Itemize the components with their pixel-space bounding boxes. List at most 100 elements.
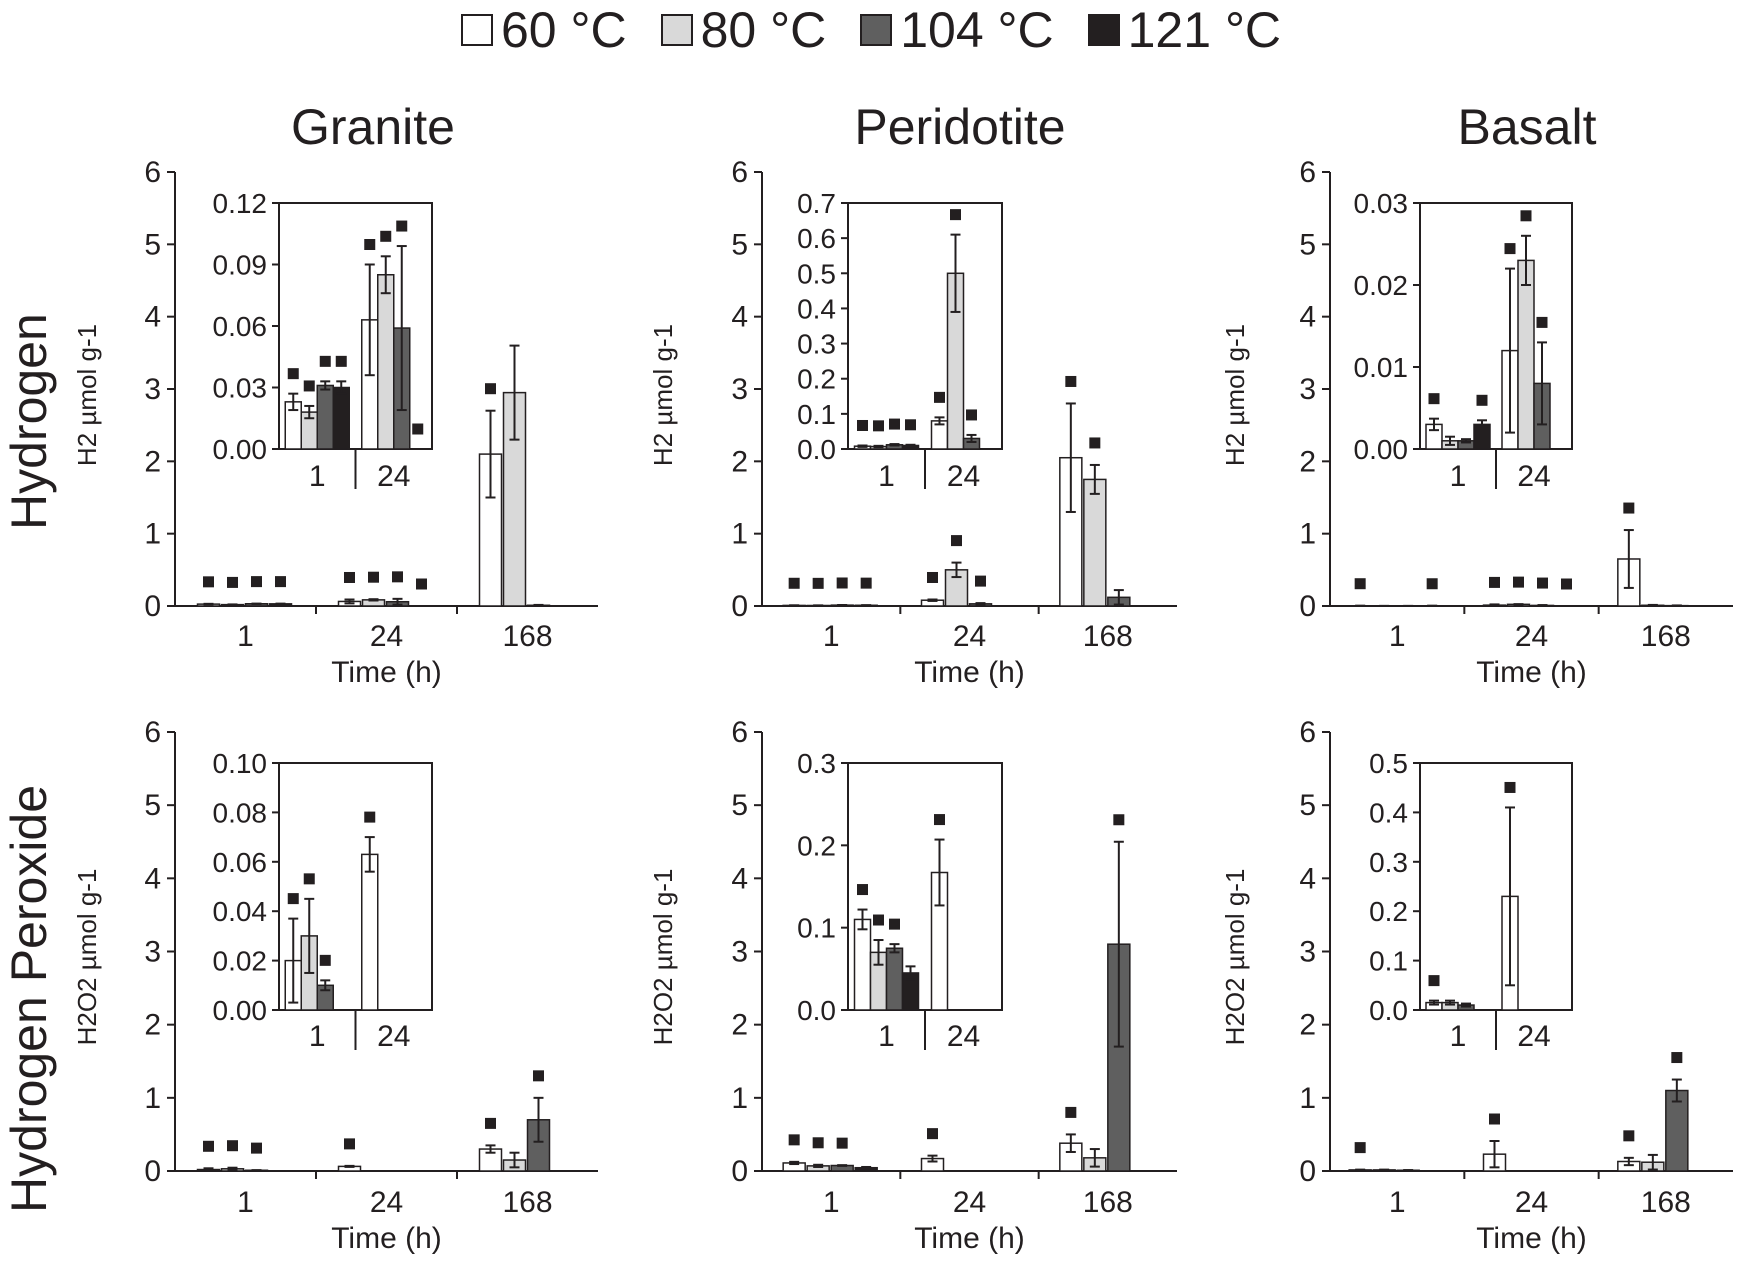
significance-marker-main-3-s0-c0 bbox=[203, 1140, 214, 1152]
significance-marker-main-0-s3-c1 bbox=[416, 578, 427, 590]
significance-marker-main-0-s0-c1 bbox=[344, 571, 355, 583]
inset-y-tick-label-1-0: 0.0 bbox=[797, 434, 836, 465]
bar-inset-0-s2-c0 bbox=[316, 384, 334, 450]
legend-label-60: 60 °C bbox=[500, 2, 627, 58]
x-tick-label-0-2: 168 bbox=[502, 620, 552, 653]
legend-swatch-80 bbox=[660, 14, 693, 46]
y-tick-label-1-6: 6 bbox=[731, 156, 748, 189]
x-axis-title-3: Time (h) bbox=[331, 1222, 442, 1255]
significance-marker-main-1-s2-c1 bbox=[975, 575, 986, 587]
significance-marker-main-0-s0-c2 bbox=[485, 383, 496, 395]
y-tick-label-1-0: 0 bbox=[731, 590, 748, 623]
significance-marker-main-2-s0-c0 bbox=[1354, 578, 1366, 590]
inset-x-tick-label-1-0: 1 bbox=[878, 460, 895, 493]
x-tick-label-1-2: 168 bbox=[1083, 620, 1133, 653]
y-axis-title-4: H2O2 µmol g-1 bbox=[648, 869, 678, 1046]
y-tick-label-1-3: 3 bbox=[731, 373, 748, 406]
inset-y-tick-label-4-3: 0.3 bbox=[797, 748, 836, 779]
inset-x-tick-label-2-1: 24 bbox=[1517, 460, 1550, 493]
significance-marker-main-3-s2-c2 bbox=[533, 1070, 544, 1082]
y-tick-label-5-4: 4 bbox=[1299, 862, 1316, 895]
bar-inset-4-s0-c0 bbox=[853, 918, 872, 1011]
significance-marker-main-3-s0-c1 bbox=[344, 1138, 355, 1150]
inset-y-tick-label-0-2: 0.06 bbox=[213, 311, 268, 342]
y-tick-label-5-3: 3 bbox=[1299, 936, 1316, 969]
y-tick-label-2-3: 3 bbox=[1299, 373, 1316, 406]
y-axis-title-5: H2O2 µmol g-1 bbox=[1220, 869, 1250, 1046]
inset-x-tick-label-4-1: 24 bbox=[947, 1020, 980, 1053]
significance-marker-main-3-s1-c0 bbox=[227, 1140, 238, 1152]
inset-y-tick-label-2-1: 0.01 bbox=[1354, 352, 1409, 383]
y-tick-label-5-0: 0 bbox=[1299, 1155, 1316, 1188]
x-tick-label-1-1: 24 bbox=[953, 620, 986, 653]
significance-marker-inset-3-s2-c0 bbox=[319, 954, 331, 966]
y-tick-label-0-6: 6 bbox=[144, 156, 161, 189]
significance-marker-main-1-s0-c1 bbox=[927, 571, 938, 583]
significance-marker-main-0-s1-c1 bbox=[368, 571, 379, 583]
significance-marker-inset-1-s2-c0 bbox=[889, 418, 900, 430]
significance-marker-main-2-s1-c1 bbox=[1513, 576, 1524, 588]
y-axis-title-0: H2 µmol g-1 bbox=[72, 324, 102, 466]
significance-marker-main-1-s0-c2 bbox=[1065, 375, 1077, 387]
inset-panel-0: 0.00 0.03 0.06 0.09 0.12 1 24 bbox=[213, 188, 433, 493]
inset-y-tick-label-1-4: 0.4 bbox=[797, 293, 836, 324]
y-tick-label-0-5: 5 bbox=[144, 228, 161, 261]
y-tick-label-2-4: 4 bbox=[1299, 301, 1316, 334]
x-axis-title-0: Time (h) bbox=[331, 656, 442, 689]
y-tick-label-3-0: 0 bbox=[144, 1155, 161, 1188]
inset-y-tick-label-5-0: 0.0 bbox=[1369, 995, 1408, 1026]
significance-marker-inset-5-s0-c1 bbox=[1504, 781, 1516, 793]
significance-marker-inset-1-s3-c0 bbox=[905, 419, 916, 431]
inset-panel-1: 0.0 0.1 0.2 0.3 0.4 0.5 0.6 0.7 1 24 bbox=[797, 188, 1003, 493]
x-tick-label-4-0: 1 bbox=[823, 1186, 840, 1219]
x-tick-label-4-2: 168 bbox=[1083, 1186, 1133, 1219]
significance-marker-inset-0-s1-c0 bbox=[303, 380, 315, 392]
significance-marker-main-4-s1-c0 bbox=[812, 1137, 824, 1149]
y-tick-label-0-1: 1 bbox=[144, 518, 161, 551]
x-tick-label-2-1: 24 bbox=[1515, 620, 1548, 653]
x-tick-label-4-1: 24 bbox=[953, 1186, 986, 1219]
x-tick-label-3-2: 168 bbox=[502, 1186, 552, 1219]
x-tick-label-0-1: 24 bbox=[370, 620, 403, 653]
inset-y-tick-label-1-5: 0.5 bbox=[797, 258, 836, 289]
legend-swatch-104 bbox=[860, 14, 893, 46]
y-tick-label-2-2: 2 bbox=[1299, 445, 1316, 478]
bar-inset-4-s2-c0 bbox=[885, 947, 904, 1011]
y-tick-label-1-1: 1 bbox=[731, 518, 748, 551]
bar-inset-3-s0-c1 bbox=[361, 853, 379, 1011]
significance-marker-inset-1-s0-c0 bbox=[857, 419, 868, 431]
inset-y-tick-label-0-3: 0.09 bbox=[213, 250, 268, 281]
legend-item-60: 60 °C bbox=[460, 1, 627, 59]
inset-y-tick-label-0-1: 0.03 bbox=[213, 373, 268, 404]
x-axis-title-5: Time (h) bbox=[1476, 1222, 1587, 1255]
x-axis-title-2: Time (h) bbox=[1476, 656, 1587, 689]
legend-label-104: 104 °C bbox=[900, 2, 1054, 58]
inset-y-tick-label-4-1: 0.1 bbox=[797, 913, 836, 944]
y-tick-label-4-1: 1 bbox=[731, 1082, 748, 1115]
y-tick-label-3-6: 6 bbox=[144, 716, 161, 749]
significance-marker-main-3-s2-c0 bbox=[251, 1142, 262, 1154]
significance-marker-main-3-s0-c2 bbox=[485, 1117, 496, 1129]
bar-inset-0-s1-c1 bbox=[377, 274, 395, 450]
inset-y-tick-label-3-3: 0.06 bbox=[213, 847, 268, 878]
significance-marker-inset-4-s0-c0 bbox=[857, 884, 868, 896]
significance-marker-inset-3-s0-c0 bbox=[287, 893, 299, 905]
significance-marker-main-0-s2-c1 bbox=[392, 571, 403, 583]
inset-y-tick-label-5-2: 0.2 bbox=[1369, 896, 1408, 927]
inset-panel-4: 0.0 0.1 0.2 0.3 1 24 bbox=[797, 748, 1003, 1053]
x-tick-label-3-1: 24 bbox=[370, 1186, 403, 1219]
x-tick-label-2-2: 168 bbox=[1641, 620, 1691, 653]
inset-y-tick-label-3-4: 0.08 bbox=[213, 797, 268, 828]
significance-marker-inset-4-s0-c1 bbox=[934, 814, 945, 826]
significance-marker-inset-0-s2-c0 bbox=[319, 355, 331, 367]
significance-marker-main-4-s2-c2 bbox=[1113, 814, 1125, 826]
y-tick-label-1-2: 2 bbox=[731, 445, 748, 478]
significance-marker-inset-1-s2-c1 bbox=[966, 409, 977, 421]
inset-y-tick-label-1-1: 0.1 bbox=[797, 399, 836, 430]
chart-panel-5: 0 1 2 3 4 5 6 1 24 168 Time (h) H2O2 µmol g-1 0.0 0.1… bbox=[1220, 716, 1733, 1255]
legend-label-121: 121 °C bbox=[1127, 2, 1282, 58]
significance-marker-inset-1-s1-c0 bbox=[873, 420, 884, 432]
y-tick-label-3-3: 3 bbox=[144, 936, 161, 969]
y-tick-label-3-1: 1 bbox=[144, 1082, 161, 1115]
significance-marker-main-0-s3-c0 bbox=[275, 576, 286, 588]
